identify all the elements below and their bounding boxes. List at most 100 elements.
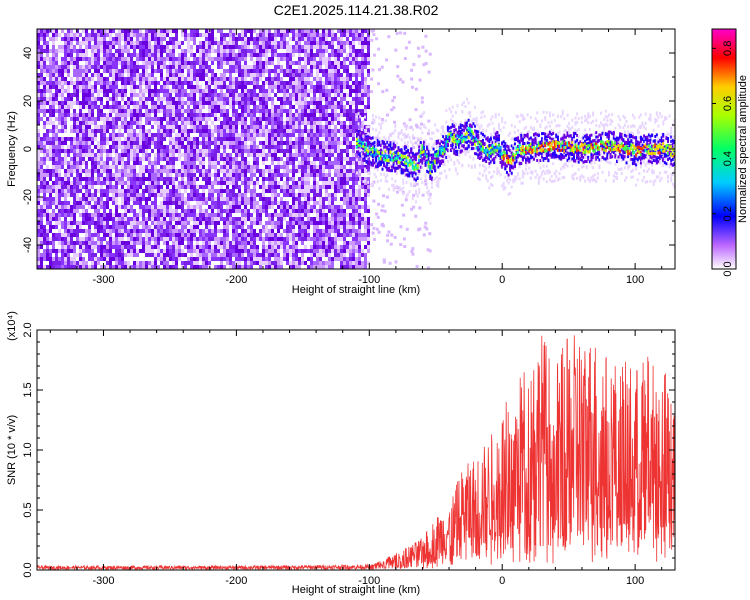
heatmap-noise-cell (232, 197, 235, 201)
heatmap-noise-cell (307, 93, 310, 97)
heatmap-noise-cell (313, 169, 316, 173)
heatmap-noise-cell (82, 29, 85, 33)
heatmap-noise-cell (187, 233, 190, 237)
heatmap-noise-cell (109, 85, 112, 89)
heatmap-noise-cell (79, 169, 82, 173)
heatmap-noise-cell (172, 225, 175, 229)
heatmap-noise-cell (148, 197, 151, 201)
heatmap-noise-cell (298, 257, 301, 261)
heatmap-noise-cell (316, 245, 319, 249)
heatmap-noise-cell (202, 193, 205, 197)
heatmap-noise-cell (166, 101, 169, 105)
heatmap-noise-cell (49, 185, 52, 189)
heatmap-noise-cell (43, 101, 46, 105)
heatmap-noise-cell (82, 177, 85, 181)
heatmap-noise-cell (40, 73, 43, 77)
heatmap-noise-cell (265, 121, 268, 125)
heatmap-noise-cell (61, 149, 64, 153)
heatmap-noise-cell (238, 37, 241, 41)
heatmap-noise-cell (100, 173, 103, 177)
heatmap-noise-cell (115, 105, 118, 109)
heatmap-noise-cell (145, 249, 148, 253)
heatmap-noise-cell (88, 193, 91, 197)
heatmap-noise-cell (109, 265, 112, 269)
heatmap-noise-cell (85, 105, 88, 109)
heatmap-noise-cell (328, 117, 331, 121)
heatmap-noise-cell (202, 149, 205, 153)
heatmap-noise-cell (304, 149, 307, 153)
heatmap-noise-cell (46, 213, 49, 217)
heatmap-noise-cell (70, 33, 73, 37)
heatmap-noise-cell (220, 97, 223, 101)
heatmap-noise-cell (193, 61, 196, 65)
heatmap-noise-cell (145, 109, 148, 113)
heatmap-noise-cell (40, 101, 43, 105)
heatmap-noise-cell (94, 177, 97, 181)
heatmap-noise-cell (313, 245, 316, 249)
heatmap-noise-cell (199, 89, 202, 93)
heatmap-noise-cell (118, 189, 121, 193)
heatmap-noise-cell (76, 33, 79, 37)
heatmap-noise-cell (169, 237, 172, 241)
heatmap-noise-cell (232, 165, 235, 169)
heatmap-noise-cell (241, 37, 244, 41)
heatmap-noise-cell (283, 133, 286, 137)
heatmap-noise-cell (79, 241, 82, 245)
heatmap-noise-cell (184, 169, 187, 173)
heatmap-noise-cell (214, 109, 217, 113)
heatmap-noise-cell (238, 185, 241, 189)
heatmap-noise-cell (58, 89, 61, 93)
heatmap-noise-cell (235, 181, 238, 185)
heatmap-noise-cell (274, 157, 277, 161)
heatmap-noise-cell (235, 169, 238, 173)
heatmap-noise-cell (55, 57, 58, 61)
heatmap-noise-cell (154, 157, 157, 161)
heatmap-noise-cell (196, 149, 199, 153)
heatmap-noise-cell (85, 113, 88, 117)
heatmap-noise-cell (151, 65, 154, 69)
heatmap-noise-cell (166, 153, 169, 157)
heatmap-noise-cell (100, 65, 103, 69)
heatmap-noise-cell (268, 57, 271, 61)
heatmap-noise-cell (43, 197, 46, 201)
heatmap-noise-cell (61, 129, 64, 133)
heatmap-noise-cell (154, 45, 157, 49)
heatmap-noise-cell (160, 137, 163, 141)
heatmap-noise-cell (292, 169, 295, 173)
heatmap-noise-cell (214, 161, 217, 165)
heatmap-noise-cell (115, 93, 118, 97)
heatmap-noise-cell (316, 45, 319, 49)
heatmap-noise-cell (319, 265, 322, 269)
heatmap-noise-cell (316, 89, 319, 93)
heatmap-noise-cell (319, 105, 322, 109)
heatmap-noise-cell (250, 53, 253, 57)
heatmap-noise-cell (175, 261, 178, 265)
heatmap-noise-cell (169, 125, 172, 129)
heatmap-noise-cell (157, 117, 160, 121)
heatmap-noise-cell (292, 29, 295, 33)
heatmap-noise-cell (64, 237, 67, 241)
heatmap-noise-cell (154, 61, 157, 65)
heatmap-noise-cell (166, 49, 169, 53)
heatmap-noise-cell (157, 61, 160, 65)
heatmap-noise-cell (319, 57, 322, 61)
heatmap-noise-cell (286, 149, 289, 153)
heatmap-noise-cell (325, 69, 328, 73)
heatmap-noise-cell (244, 57, 247, 61)
heatmap-noise-cell (268, 41, 271, 45)
heatmap-noise-cell (316, 69, 319, 73)
heatmap-noise-cell (43, 85, 46, 89)
heatmap-noise-cell (64, 233, 67, 237)
heatmap-noise-cell (61, 137, 64, 141)
heatmap-noise-cell (319, 125, 322, 129)
heatmap-noise-cell (142, 61, 145, 65)
heatmap-noise-cell (190, 229, 193, 233)
heatmap-noise-cell (52, 237, 55, 241)
heatmap-noise-cell (286, 97, 289, 101)
heatmap-noise-cell (244, 201, 247, 205)
heatmap-noise-cell (163, 265, 166, 269)
heatmap-noise-cell (61, 101, 64, 105)
heatmap-noise-cell (169, 213, 172, 217)
heatmap-noise-cell (268, 249, 271, 253)
heatmap-noise-cell (322, 241, 325, 245)
